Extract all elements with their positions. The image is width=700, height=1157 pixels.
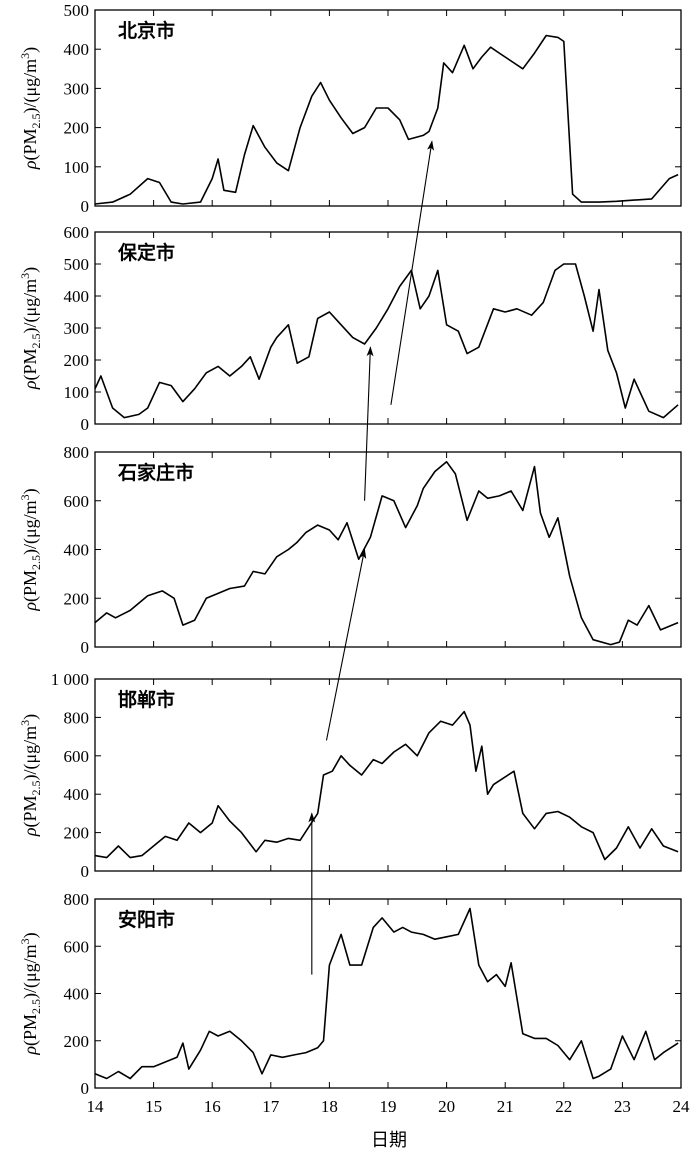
y-tick-label: 600 [64,223,90,242]
y-tick-label: 600 [64,492,90,511]
panel-title-5: 安阳市 [118,908,175,931]
y-tick-label: 600 [64,937,90,956]
y-axis-label-3: ρ(PM2.5)/(μg/m3) [18,488,43,611]
y-tick-label: 200 [64,1032,90,1051]
plot-frame-5 [94,898,682,1089]
y-tick-label: 0 [81,862,90,881]
y-tick-label: 100 [64,383,90,402]
y-tick-label: 300 [64,319,90,338]
panel-3: 0 200 400 600 800 石家庄市 ρ(PM2.5)/(μg/m3) [18,443,682,657]
y-tick-label: 400 [64,541,90,560]
x-tick-label: 22 [555,1097,572,1116]
series-line-5 [94,907,679,1080]
y-tick-label: 500 [64,255,90,274]
transport-arrow-3 [364,346,374,501]
series-line-3 [94,460,679,646]
y-tick-label: 300 [64,79,90,98]
panel-title-1: 北京市 [118,19,175,42]
y-tick-label: 0 [81,197,90,216]
y-tick-label: 500 [64,1,90,20]
x-tick-label: 24 [673,1097,691,1116]
y-tick-label: 0 [81,415,90,434]
y-tick-label: 200 [64,119,90,138]
panel-title-4: 邯郸市 [118,688,175,711]
series-line-1 [94,34,679,205]
panel-title-3: 石家庄市 [117,461,194,484]
panels-layer: 0 100 200 300 400 500 北京市 ρ(PM2.5)/(μg/m3) 0 100 2… [18,1,682,1098]
panel-5: 0 200 400 600 800 安阳市 ρ(PM2.5)/(μg/m3) [18,890,682,1098]
y-tick-label: 800 [64,708,90,727]
x-tick-label: 14 [87,1097,105,1116]
y-tick-label: 400 [64,287,90,306]
arrows-layer [308,140,435,975]
series-line-4 [94,710,679,861]
y-axis-label-2: ρ(PM2.5)/(μg/m3) [18,267,43,390]
panel-1: 0 100 200 300 400 500 北京市 ρ(PM2.5)/(μg/m3) [18,1,682,216]
transport-arrow-2 [325,548,367,741]
y-tick-label: 400 [64,40,90,59]
y-axis-label-5: ρ(PM2.5)/(μg/m3) [18,932,43,1055]
series-line-2 [94,263,679,419]
x-tick-label: 16 [204,1097,221,1116]
x-axis-label: 日期 [371,1130,407,1151]
panel-2: 0 100 200 300 400 500 600 保定市 ρ(PM2.5)/(μg/m3) [18,223,682,434]
x-tick-label: 15 [145,1097,162,1116]
y-tick-label: 1 000 [51,670,89,689]
y-tick-label: 0 [81,1079,90,1098]
transport-arrow-4 [390,140,435,405]
y-tick-label: 100 [64,158,90,177]
panel-4: 0 200 400 600 800 1 000 邯郸市 ρ(PM2.5)/(μg/m3) [18,670,682,881]
y-tick-label: 200 [64,589,90,608]
y-tick-label: 800 [64,443,90,462]
plot-frame-4 [94,678,682,872]
y-axis-label-4: ρ(PM2.5)/(μg/m3) [18,714,43,837]
x-tick-label: 21 [497,1097,514,1116]
y-tick-label: 800 [64,890,90,909]
y-tick-label: 200 [64,824,90,843]
y-axis-label-1: ρ(PM2.5)/(μg/m3) [18,47,43,170]
x-axis: 14 15 16 17 18 19 20 21 22 23 24 [87,1097,691,1116]
y-tick-label: 400 [64,785,90,804]
x-tick-label: 20 [438,1097,455,1116]
y-tick-label: 0 [81,638,90,657]
x-tick-label: 17 [262,1097,280,1116]
y-tick-label: 200 [64,351,90,370]
x-tick-label: 23 [614,1097,631,1116]
y-tick-label: 400 [64,985,90,1004]
y-tick-label: 600 [64,747,90,766]
panel-title-2: 保定市 [117,241,175,264]
x-tick-label: 19 [380,1097,397,1116]
x-tick-label: 18 [321,1097,338,1116]
